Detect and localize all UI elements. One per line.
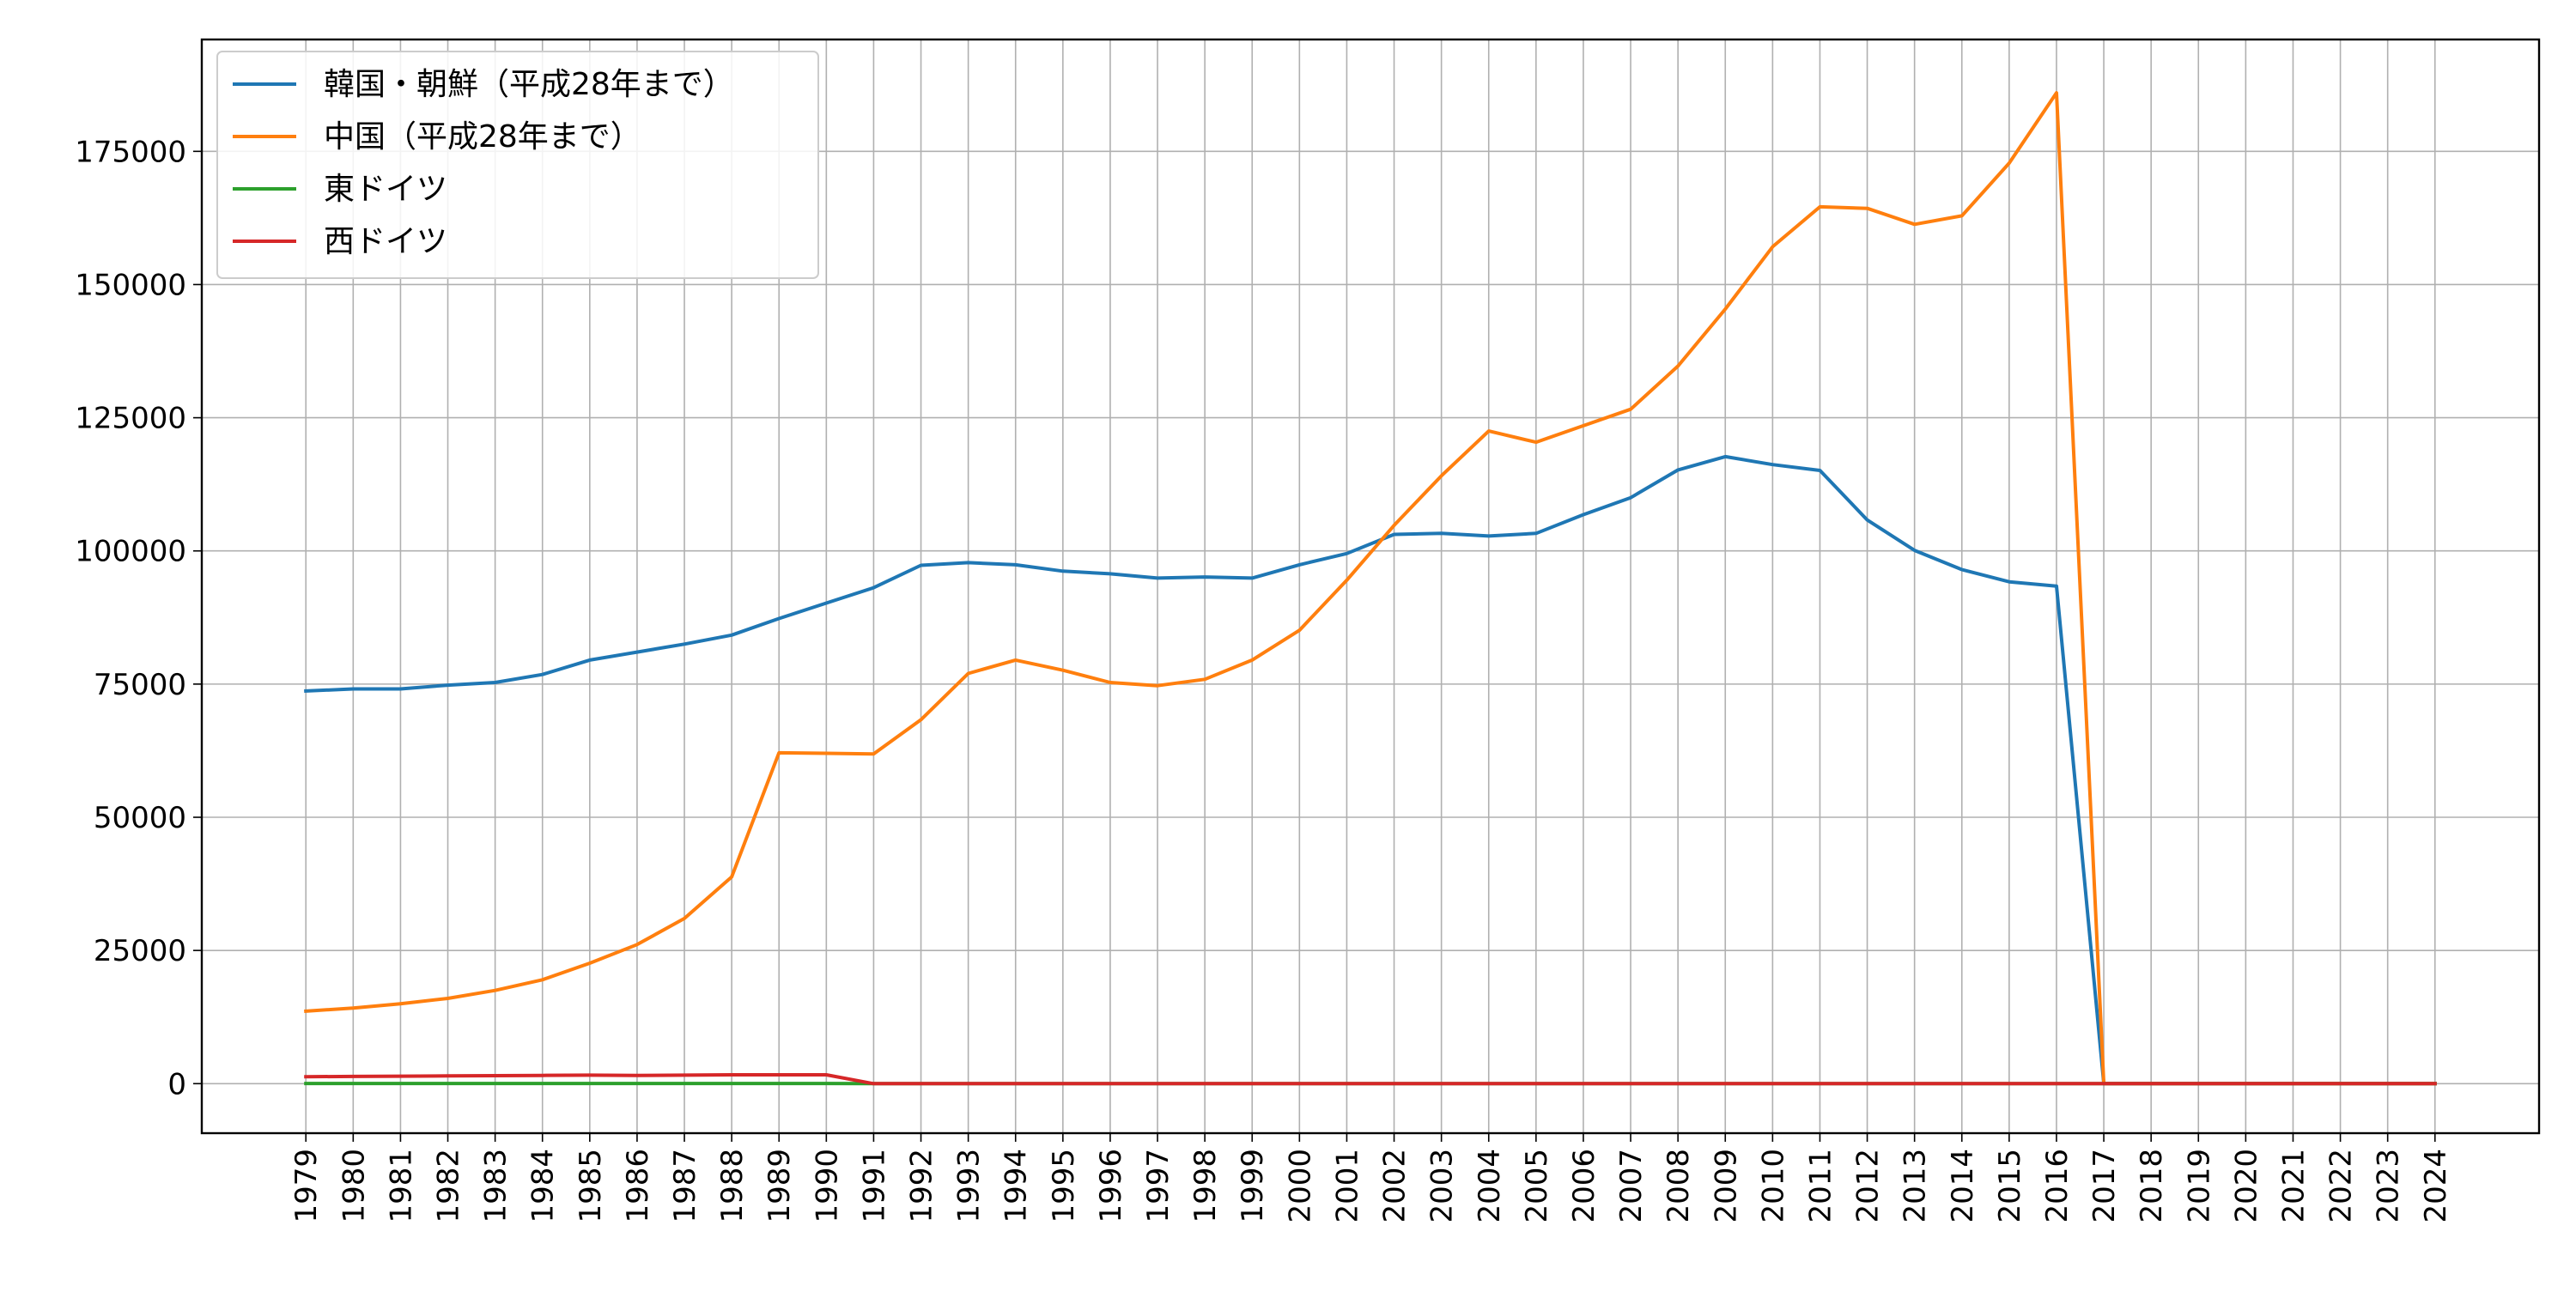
x-tick-label: 2002 <box>1378 1149 1413 1223</box>
x-axis-ticks: 1979 1980 1981 1982 1983 1984 1985 1986 1987 1988… <box>289 1133 2453 1223</box>
x-tick-label: 2005 <box>1520 1149 1554 1223</box>
x-tick-label: 1987 <box>668 1149 702 1223</box>
x-tick-label: 1984 <box>526 1149 561 1223</box>
x-tick-label: 2010 <box>1756 1149 1790 1223</box>
x-tick-label: 1983 <box>479 1149 513 1223</box>
y-axis-ticks: 0 25000 50000 75000 100000 125000 150000 175000 <box>75 135 202 1101</box>
y-tick-label: 75000 <box>94 668 186 702</box>
y-tick-label: 175000 <box>75 135 186 169</box>
x-tick-label: 1990 <box>810 1149 844 1223</box>
x-tick-label: 1982 <box>432 1149 466 1223</box>
x-tick-label: 1985 <box>574 1149 608 1223</box>
x-tick-label: 2011 <box>1803 1149 1838 1223</box>
x-tick-label: 2013 <box>1899 1149 1933 1223</box>
x-tick-label: 1989 <box>762 1149 797 1223</box>
x-tick-label: 1980 <box>337 1149 371 1223</box>
legend-label: 韓国・朝鮮（平成28年まで） <box>324 67 734 102</box>
x-tick-label: 2015 <box>1993 1149 2027 1223</box>
y-tick-label: 0 <box>167 1067 186 1101</box>
x-tick-label: 1993 <box>952 1149 987 1223</box>
x-tick-label: 2024 <box>2419 1149 2453 1223</box>
x-tick-label: 2007 <box>1614 1149 1649 1223</box>
legend-label: 西ドイツ <box>324 224 447 259</box>
x-tick-label: 2001 <box>1330 1149 1364 1223</box>
y-tick-label: 25000 <box>94 934 186 968</box>
y-tick-label: 50000 <box>94 801 186 835</box>
x-tick-label: 1979 <box>289 1149 324 1223</box>
x-tick-label: 2020 <box>2229 1149 2263 1223</box>
legend-label: 東ドイツ <box>324 172 447 207</box>
x-tick-label: 1996 <box>1094 1149 1128 1223</box>
x-tick-label: 2000 <box>1283 1149 1317 1223</box>
x-tick-label: 2018 <box>2135 1149 2169 1223</box>
y-tick-label: 125000 <box>75 402 186 436</box>
x-tick-label: 1999 <box>1236 1149 1270 1223</box>
x-tick-label: 2022 <box>2324 1149 2359 1223</box>
x-tick-label: 2008 <box>1662 1149 1696 1223</box>
x-tick-label: 2021 <box>2276 1149 2311 1223</box>
x-tick-label: 2023 <box>2372 1149 2406 1223</box>
x-tick-label: 1992 <box>905 1149 939 1223</box>
x-tick-label: 1988 <box>715 1149 750 1223</box>
x-tick-label: 1997 <box>1141 1149 1176 1223</box>
x-tick-label: 1995 <box>1047 1149 1081 1223</box>
y-tick-label: 100000 <box>75 535 186 569</box>
legend-label: 中国（平成28年まで） <box>324 119 641 155</box>
x-tick-label: 2016 <box>2040 1149 2075 1223</box>
x-tick-label: 2004 <box>1473 1149 1507 1223</box>
x-tick-label: 1981 <box>384 1149 418 1223</box>
x-tick-label: 1986 <box>621 1149 655 1223</box>
x-tick-label: 2006 <box>1567 1149 1601 1223</box>
y-tick-label: 150000 <box>75 268 186 302</box>
x-tick-label: 2014 <box>1946 1149 1980 1223</box>
x-tick-label: 2012 <box>1851 1149 1886 1223</box>
x-tick-label: 1998 <box>1188 1149 1223 1223</box>
x-tick-label: 2019 <box>2182 1149 2216 1223</box>
x-tick-label: 1991 <box>857 1149 891 1223</box>
x-tick-label: 2017 <box>2087 1149 2122 1223</box>
x-tick-label: 2009 <box>1709 1149 1743 1223</box>
x-tick-label: 2003 <box>1425 1149 1460 1223</box>
x-tick-label: 1994 <box>999 1149 1034 1223</box>
